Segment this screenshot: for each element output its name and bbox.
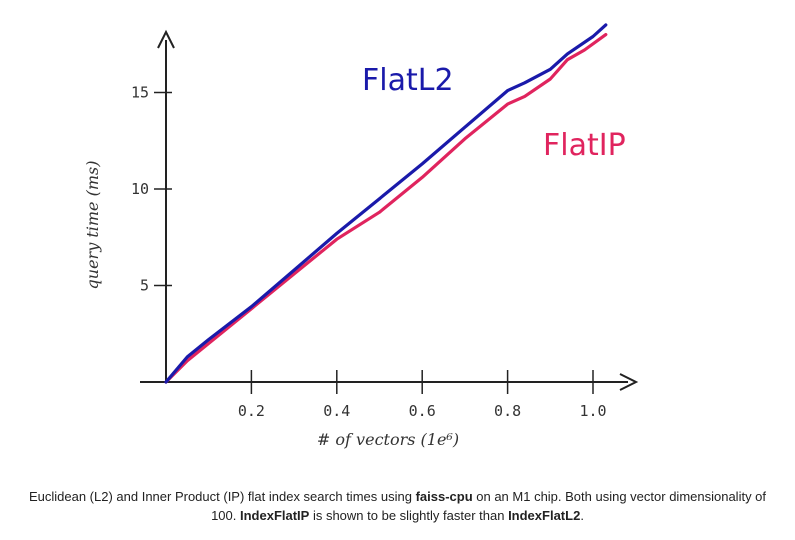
series-lines [164, 23, 608, 384]
y-axis-title: query time (ms) [83, 161, 102, 290]
x-tick-label: 0.4 [323, 402, 350, 420]
caption-bold-indexflatl2: IndexFlatL2 [508, 508, 581, 523]
x-tick-label: 0.8 [494, 402, 521, 420]
caption-text-4: . [580, 508, 584, 523]
x-tick-label: 1.0 [579, 402, 606, 420]
ticks: 0.2 0.4 0.6 0.8 1.0 5 10 15 [131, 84, 607, 421]
x-tick-label: 0.6 [409, 402, 436, 420]
y-tick-label: 10 [131, 180, 149, 198]
caption-text-2: on an M1 chip. Both using vector dimensi… [211, 489, 767, 523]
figure-caption: Euclidean (L2) and Inner Product (IP) fl… [20, 487, 775, 525]
y-tick-label: 5 [140, 277, 149, 295]
y-tick-label: 15 [131, 84, 149, 102]
x-axis-title: # of vectors (1e⁶) [317, 430, 459, 449]
series-line-flatl2 [164, 23, 608, 384]
caption-bold-indexflatip: IndexFlatIP [239, 508, 310, 523]
y-axis-arrow [157, 29, 175, 49]
series-label-flatl2: FlatL2 [362, 63, 454, 98]
caption-text-3: is shown to be slightly faster than [309, 508, 509, 523]
series-line-flatip [164, 33, 608, 384]
x-axis-arrow [619, 373, 639, 391]
series-label-flatip: FlatIP [543, 128, 626, 163]
axes [140, 29, 639, 391]
x-tick-label: 0.2 [238, 402, 265, 420]
caption-bold-faiss-cpu: faiss-cpu [415, 489, 473, 504]
chart: 0.2 0.4 0.6 0.8 1.0 5 10 15 # of vectors (1e⁶) … [83, 23, 639, 449]
caption-text-1: Euclidean (L2) and Inner Product (IP) fl… [28, 489, 416, 504]
